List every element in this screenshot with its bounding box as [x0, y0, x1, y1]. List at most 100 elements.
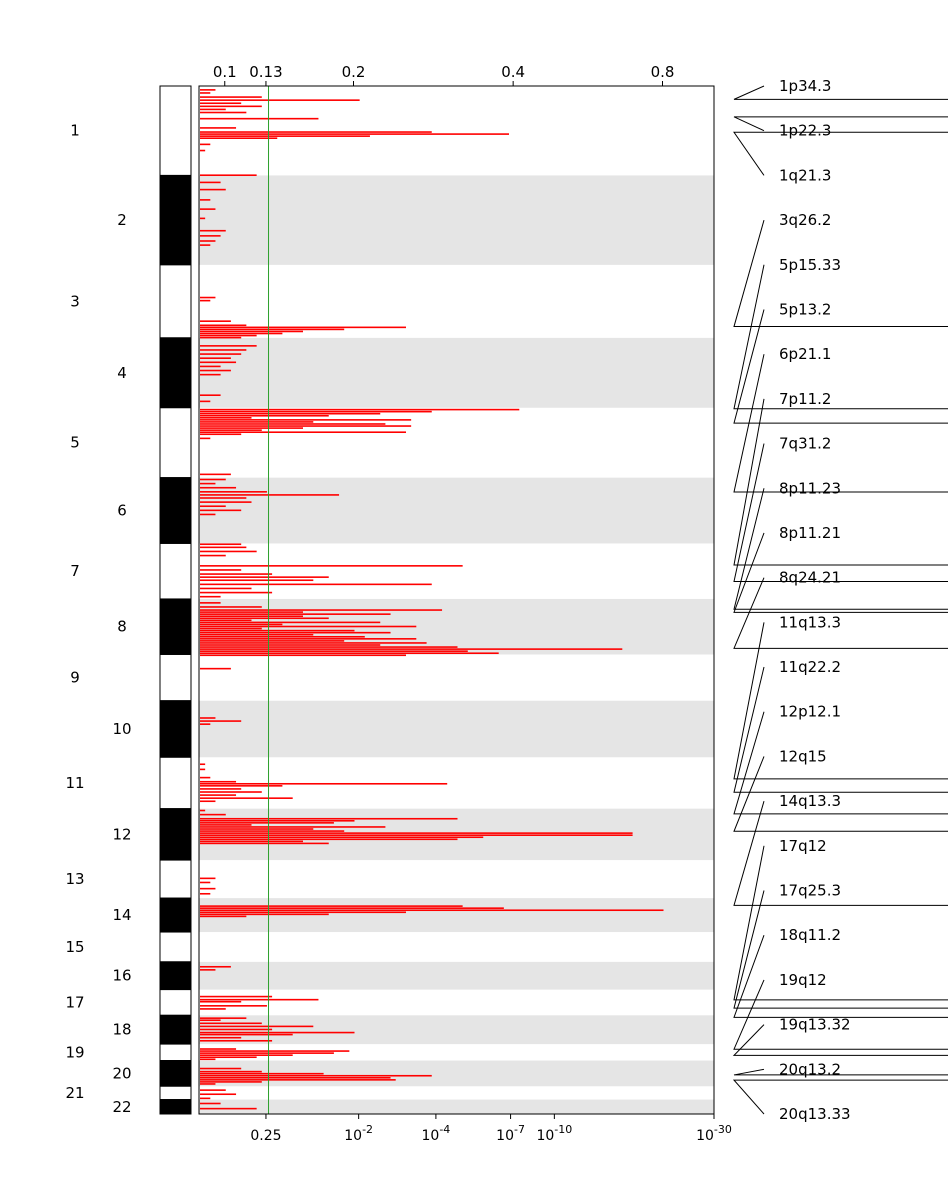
peak-label: 19q12: [779, 971, 827, 989]
significance-bar: [200, 832, 633, 834]
peak-connector: [732, 1024, 948, 1056]
peak-connector: [733, 354, 948, 493]
bottom-axis-tick-label: 10-2: [344, 1123, 373, 1144]
peak-connector: [733, 979, 948, 1050]
significance-bar: [200, 229, 226, 232]
significance-bar: [200, 905, 463, 907]
ideogram-segment-2: [159, 174, 192, 266]
ideogram-segment-13: [159, 859, 192, 899]
significance-bar: [200, 822, 334, 824]
significance-bar: [200, 208, 216, 210]
chromosome-label-8: 8: [117, 618, 127, 636]
peak-connector: [733, 711, 948, 815]
chromosome-label-11: 11: [65, 774, 84, 792]
significance-bar: [200, 720, 242, 722]
peak-connector: [733, 85, 948, 100]
significance-bar: [200, 349, 247, 351]
significance-bar: [200, 473, 231, 476]
peak-connector: [733, 756, 948, 832]
significance-bar: [200, 629, 355, 632]
significance-bar: [200, 143, 211, 146]
peak-label: 8q24.21: [779, 569, 841, 587]
significance-bar: [200, 1102, 221, 1105]
bottom-axis-tick-label: 10-7: [496, 1123, 525, 1144]
chromosome-band-10: [199, 700, 714, 758]
significance-bar: [200, 1070, 262, 1073]
significance-bar: [200, 834, 633, 836]
top-axis: 0.1 0.13 0.2 0.4 0.8: [213, 63, 674, 86]
significance-bar: [200, 105, 262, 108]
peak-connector: [733, 443, 948, 582]
peak-label: 6p21.1: [779, 345, 831, 363]
significance-bar: [200, 635, 365, 638]
significance-bar: [200, 877, 216, 880]
peak-label: 3q26.2: [779, 211, 831, 229]
significance-bar: [200, 509, 242, 512]
significance-bar: [200, 579, 314, 582]
significance-bar: [200, 494, 340, 496]
bottom-axis-tick-label: 10-30: [696, 1123, 732, 1144]
significance-bar: [200, 638, 417, 640]
significance-bar: [200, 791, 262, 793]
peak-connector: [733, 116, 948, 132]
significance-bar: [200, 328, 345, 331]
peak-connector: [733, 131, 948, 176]
significance-bar: [200, 1039, 273, 1042]
significance-bar: [200, 1089, 226, 1091]
significance-bar: [200, 96, 262, 98]
significance-bar: [200, 365, 221, 368]
significance-bar: [200, 320, 231, 322]
ideogram-segment-8: [159, 598, 192, 655]
significance-bar: [200, 554, 226, 557]
peak-connector: [733, 264, 948, 410]
significance-bar: [200, 667, 231, 670]
significance-bar: [200, 602, 221, 604]
significance-bar: [200, 1097, 211, 1100]
significance-bar: [200, 330, 303, 333]
significance-bars: [200, 89, 664, 1110]
peak-connector: [733, 935, 948, 1018]
peak-connector: [733, 666, 948, 793]
significance-bar: [200, 646, 458, 648]
ideogram: [159, 85, 192, 1115]
significance-bar: [200, 1076, 391, 1079]
significance-bar: [200, 1017, 247, 1019]
significance-bar: [200, 174, 257, 177]
significance-bar: [200, 800, 216, 803]
chromosome-band-4: [199, 337, 714, 408]
significance-bar: [200, 501, 252, 503]
significance-bar: [200, 627, 262, 630]
chromosome-label-5: 5: [70, 434, 80, 452]
significance-bar: [200, 1072, 324, 1075]
significance-bar: [200, 797, 293, 799]
significance-bar: [200, 217, 206, 220]
significance-bar: [200, 1058, 216, 1061]
peak-label: 14q13.3: [779, 792, 841, 810]
peak-label: 7p11.2: [779, 390, 831, 408]
ideogram-segment-19: [159, 1043, 192, 1062]
significance-bar: [200, 478, 226, 481]
significance-bar: [200, 482, 216, 485]
ideogram-segment-7: [159, 542, 192, 600]
peak-connector: [733, 800, 948, 906]
chromosome-label-19: 19: [65, 1043, 84, 1061]
significance-bar: [200, 591, 273, 594]
significance-bar: [200, 782, 448, 785]
significance-bar: [200, 780, 237, 783]
significance-bar: [200, 414, 329, 417]
significance-bar: [200, 813, 226, 816]
ideogram-segment-15: [159, 931, 192, 963]
peak-connector: [733, 398, 948, 566]
peak-label: 8p11.21: [779, 524, 841, 542]
significance-bar: [200, 550, 257, 553]
chromosome-label-1: 1: [70, 122, 80, 140]
significance-bar: [200, 619, 252, 622]
significance-bar: [200, 819, 355, 822]
peak-connector: [733, 309, 948, 424]
significance-bar: [200, 427, 303, 429]
significance-bar: [200, 842, 329, 845]
top-axis-tick-label: 0.13: [249, 63, 282, 81]
peak-connector: [733, 890, 948, 1009]
top-axis-tick-label: 0.1: [213, 63, 237, 81]
chromosome-label-2: 2: [117, 211, 127, 229]
